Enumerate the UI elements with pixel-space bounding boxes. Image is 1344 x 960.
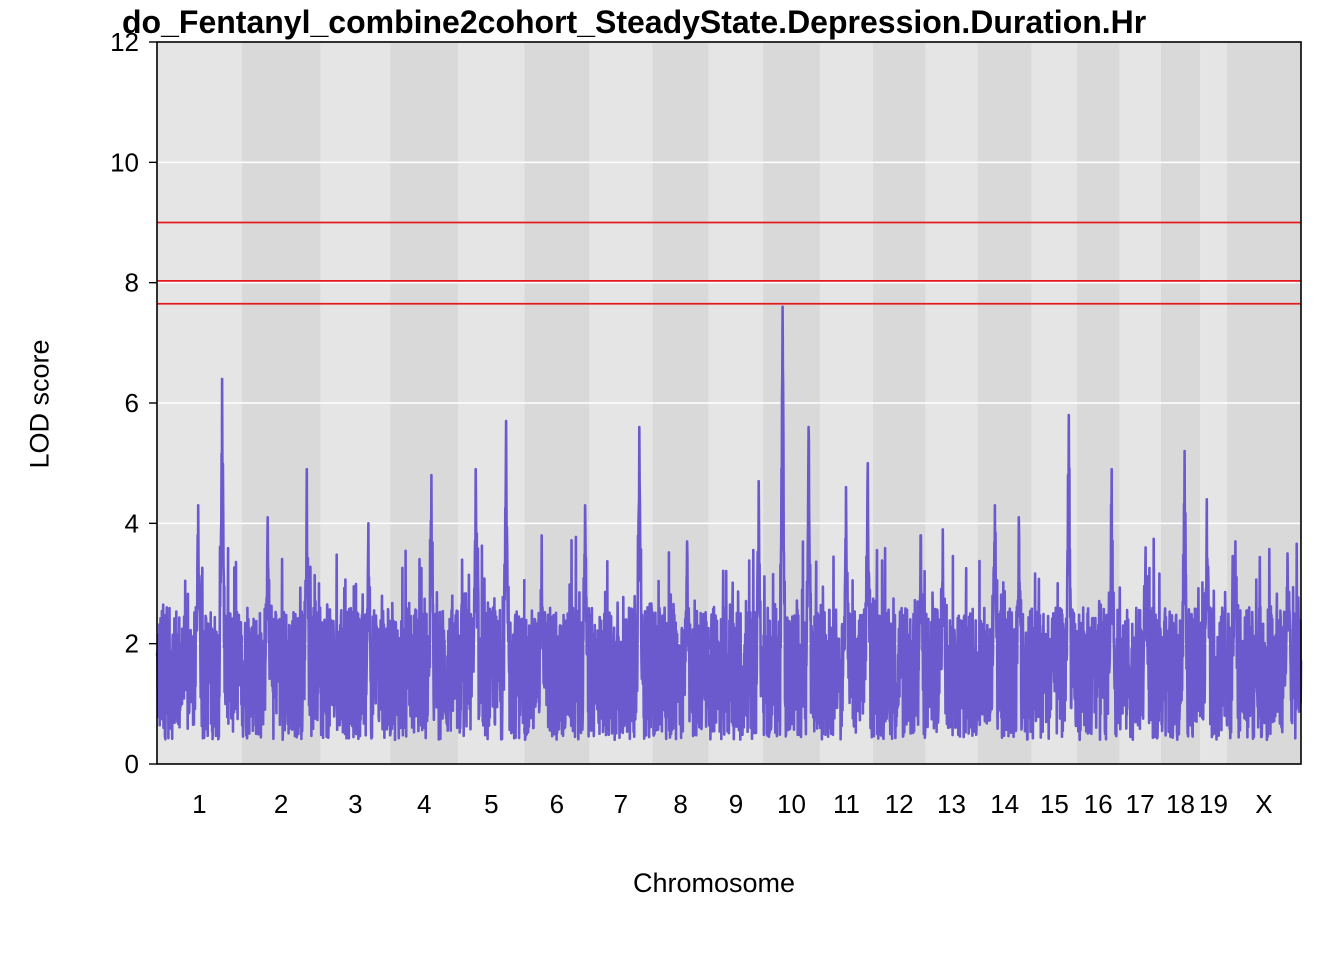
lod-line-chr-1 bbox=[155, 377, 243, 741]
lod-line-chr-11 bbox=[818, 461, 875, 741]
lod-series bbox=[155, 305, 1303, 742]
lod-line-chr-6 bbox=[523, 503, 591, 742]
lod-line-chr-15 bbox=[1030, 413, 1079, 740]
lod-line-chr-4 bbox=[388, 473, 460, 742]
x-tick-label: 7 bbox=[614, 789, 628, 819]
lod-line-chr-5 bbox=[457, 419, 526, 741]
lod-line-chr-17 bbox=[1118, 537, 1163, 741]
lod-line-chr-14 bbox=[976, 503, 1034, 741]
x-axis-label: Chromosome bbox=[633, 868, 796, 898]
y-axis-label: LOD score bbox=[24, 339, 55, 469]
x-tick-label: 4 bbox=[417, 789, 431, 819]
chart-title: do_Fentanyl_combine2cohort_SteadyState.D… bbox=[122, 4, 1147, 40]
lod-line-chr-18 bbox=[1159, 449, 1202, 742]
x-axis: 1 2 3 4 5 6 7 8 9 10 11 12 13 14 15 16 17 18 19 X bbox=[192, 789, 1272, 819]
x-tick-label: 6 bbox=[550, 789, 564, 819]
y-tick-label: 2 bbox=[125, 629, 139, 659]
x-tick-label: 5 bbox=[484, 789, 498, 819]
x-tick-label: 12 bbox=[885, 789, 914, 819]
y-tick-label: 0 bbox=[125, 749, 139, 779]
lod-line-chr-10 bbox=[761, 305, 822, 739]
x-tick-label: 2 bbox=[274, 789, 288, 819]
lod-line-chr-2 bbox=[240, 467, 322, 741]
y-tick-label: 4 bbox=[125, 508, 139, 538]
x-tick-label: 3 bbox=[348, 789, 362, 819]
x-tick-label: 11 bbox=[833, 789, 860, 819]
y-tick-label: 8 bbox=[125, 268, 139, 298]
lod-line-chr-12 bbox=[871, 534, 927, 741]
y-tick-label: 12 bbox=[110, 27, 139, 57]
lod-line-chr-3 bbox=[319, 521, 392, 741]
x-tick-label: 16 bbox=[1084, 789, 1113, 819]
x-tick-label: 13 bbox=[937, 789, 966, 819]
x-tick-label: X bbox=[1255, 789, 1272, 819]
y-axis: 0 2 4 6 8 10 12 bbox=[110, 27, 157, 779]
x-tick-label: 15 bbox=[1040, 789, 1069, 819]
x-tick-label: 18 bbox=[1166, 789, 1195, 819]
lod-line-chr-8 bbox=[651, 540, 711, 741]
x-tick-label: 19 bbox=[1199, 789, 1228, 819]
threshold-lines bbox=[157, 221, 1301, 305]
x-tick-label: 10 bbox=[777, 789, 806, 819]
y-tick-label: 10 bbox=[110, 147, 139, 177]
y-tick-label: 6 bbox=[125, 388, 139, 418]
lod-line-chr-19 bbox=[1199, 497, 1229, 741]
lod-line-chr-9 bbox=[707, 479, 765, 741]
x-tick-label: 8 bbox=[673, 789, 687, 819]
x-tick-label: 9 bbox=[729, 789, 743, 819]
lod-line-chr-7 bbox=[588, 425, 654, 742]
lod-line-chr-X bbox=[1225, 540, 1303, 742]
x-tick-label: 14 bbox=[990, 789, 1019, 819]
x-tick-label: 1 bbox=[192, 789, 206, 819]
lod-line-chr-13 bbox=[924, 528, 979, 739]
lod-line-chr-16 bbox=[1075, 467, 1121, 742]
x-tick-label: 17 bbox=[1126, 789, 1155, 819]
